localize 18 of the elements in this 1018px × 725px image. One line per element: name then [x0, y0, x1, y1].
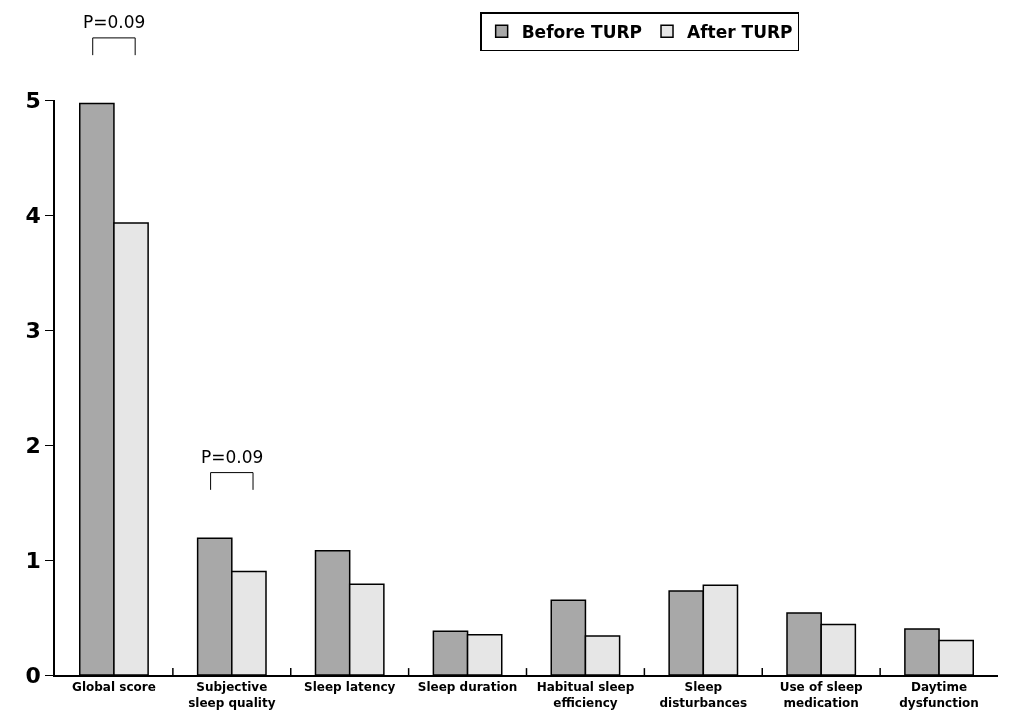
x-tick-label: Subjective sleep quality	[188, 680, 276, 710]
y-tick-label: 5	[25, 87, 41, 113]
x-tick-label: Use of sleep medication	[779, 680, 864, 710]
y-tick-label: 4	[25, 202, 41, 228]
y-tick-label: 2	[25, 432, 41, 458]
x-tick-label: Global score	[72, 680, 156, 695]
text: P=0.09	[83, 12, 146, 32]
x-tick-label: Sleep disturbances	[659, 680, 748, 710]
y-tick-label: 3	[25, 317, 41, 343]
annotation: P=0.09	[201, 447, 264, 467]
legend-label: Before TURP	[521, 21, 643, 42]
x-tick-label: Habitual sleep efficiency	[536, 680, 635, 710]
y-tick-label: 0	[25, 662, 41, 688]
x-tick-label: Sleep latency	[304, 680, 396, 695]
x-tick-label: Sleep duration	[417, 680, 518, 695]
x-tick-label: Daytime dysfunction	[899, 680, 979, 710]
y-tick-label: 1	[25, 547, 41, 573]
legend-label: After TURP	[687, 21, 793, 42]
